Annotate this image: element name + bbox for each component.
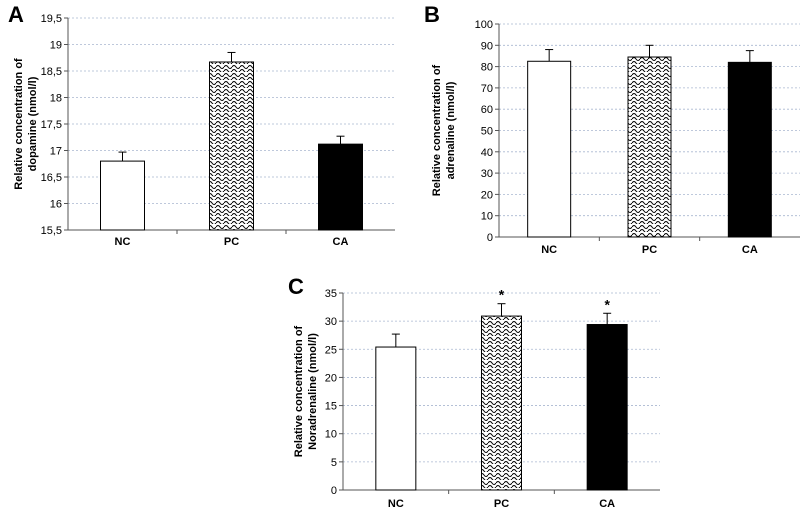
panel-a-tick-label: 19,5 — [41, 13, 62, 25]
panel-a-tick-label: 17,5 — [41, 119, 62, 131]
panel-b-letter: B — [424, 2, 440, 27]
panel-b-tick-label: 0 — [487, 232, 493, 244]
panel-c-significance-marker: * — [499, 287, 505, 303]
panel-a: A 15,5 16 16,5 17 17,5 18 18,5 19 19,5 NC PC CA Relat… — [8, 2, 395, 248]
panel-a-tick-label: 17 — [50, 146, 62, 158]
panel-b-tick-label: 90 — [481, 40, 493, 52]
panel-b-tick-label: 30 — [481, 168, 493, 180]
panel-a-ylabel-line2: dopamine (nmol/l) — [27, 76, 39, 171]
panel-b-category-label: PC — [642, 244, 657, 256]
panel-c-tick-label: 15 — [325, 401, 337, 413]
panel-c-tick-label: 0 — [331, 485, 337, 497]
panel-c-tick-label: 25 — [325, 344, 337, 356]
panel-c-tick-label: 35 — [325, 288, 337, 300]
panel-a-tick-label: 18 — [50, 93, 62, 105]
panel-b-tick-label: 20 — [481, 189, 493, 201]
panel-c-ylabel-line2: Noradrenaline (nmol/l) — [307, 333, 319, 450]
panel-b-ylabel-line1: Relative concentration of — [431, 64, 443, 196]
panel-c-ylabel-line1: Relative concentration of — [293, 325, 305, 457]
panel-c-letter: C — [288, 274, 304, 299]
panel-b-tick-label: 80 — [481, 62, 493, 74]
panel-a-ylabel-line1: Relative concentration of — [13, 58, 25, 190]
panel-a-letter: A — [8, 2, 24, 27]
panel-a-tick-label: 19 — [50, 40, 62, 52]
panel-c-tick-label: 30 — [325, 316, 337, 328]
panel-c-tick-label: 20 — [325, 372, 337, 384]
panel-b-tick-label: 100 — [475, 19, 493, 31]
panel-b-category-label: CA — [742, 244, 758, 256]
panel-b-tick-label: 60 — [481, 104, 493, 116]
panel-a-category-label: CA — [333, 236, 349, 248]
panel-c-bar-pc — [481, 315, 522, 491]
panel-a-tick-label: 18,5 — [41, 66, 62, 78]
panel-c: C 0 5 10 15 20 25 30 35 NC PC * CA * Relative concentr… — [288, 274, 660, 510]
panel-b-tick-label: 70 — [481, 83, 493, 95]
panel-a-tick-label: 16,5 — [41, 172, 62, 184]
panel-a-bar-pc — [209, 61, 254, 231]
panel-c-bar-ca — [586, 324, 628, 491]
panel-b-bar-ca — [727, 61, 772, 238]
panel-c-significance-marker: * — [604, 296, 610, 312]
panel-b-bar-nc — [527, 60, 572, 238]
panel-b-category-label: NC — [541, 244, 557, 256]
panel-b-tick-label: 40 — [481, 147, 493, 159]
panel-b-tick-label: 10 — [481, 211, 493, 223]
panel-b-ylabel-line2: adrenaline (nmol/l) — [445, 81, 457, 179]
panel-b: B 0 10 20 30 40 50 60 70 80 90 100 NC PC CA Relative co… — [424, 2, 800, 256]
panel-c-tick-label: 5 — [331, 457, 337, 469]
panel-c-category-label: NC — [388, 498, 404, 510]
panel-a-category-label: PC — [224, 236, 239, 248]
panel-a-tick-label: 15,5 — [41, 225, 62, 237]
panel-c-bar-nc — [375, 346, 417, 491]
panel-a-bar-nc — [100, 160, 145, 231]
panel-a-tick-label: 16 — [50, 199, 62, 211]
panel-b-tick-label: 50 — [481, 126, 493, 138]
panel-b-bar-pc — [627, 56, 672, 238]
panel-c-category-label: PC — [494, 498, 509, 510]
panel-c-category-label: CA — [599, 498, 615, 510]
panel-c-tick-label: 10 — [325, 429, 337, 441]
panel-a-bar-ca — [318, 143, 363, 231]
panel-a-category-label: NC — [115, 236, 131, 248]
